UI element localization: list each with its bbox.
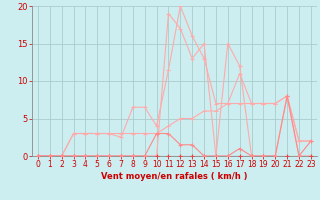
X-axis label: Vent moyen/en rafales ( km/h ): Vent moyen/en rafales ( km/h ) — [101, 172, 248, 181]
